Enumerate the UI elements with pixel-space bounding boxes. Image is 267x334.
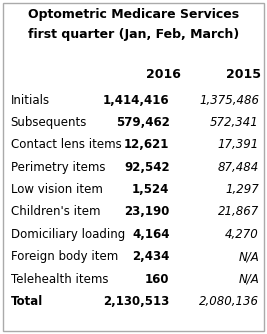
Text: Total: Total: [11, 295, 43, 308]
Text: 572,341: 572,341: [210, 116, 259, 129]
Text: 92,542: 92,542: [124, 161, 170, 174]
Text: Optometric Medicare Services: Optometric Medicare Services: [28, 8, 239, 21]
Text: 1,297: 1,297: [225, 183, 259, 196]
Text: 579,462: 579,462: [116, 116, 170, 129]
Text: 23,190: 23,190: [124, 205, 170, 218]
Text: N/A: N/A: [238, 273, 259, 286]
Text: 2015: 2015: [226, 68, 261, 81]
Text: Children's item: Children's item: [11, 205, 100, 218]
Text: 1,524: 1,524: [132, 183, 170, 196]
Text: Initials: Initials: [11, 94, 50, 107]
Text: 12,621: 12,621: [124, 138, 170, 151]
Text: 21,867: 21,867: [218, 205, 259, 218]
Text: N/A: N/A: [238, 250, 259, 263]
Text: Telehealth items: Telehealth items: [11, 273, 108, 286]
Text: 4,164: 4,164: [132, 228, 170, 241]
Text: Contact lens items: Contact lens items: [11, 138, 121, 151]
Text: 87,484: 87,484: [218, 161, 259, 174]
Text: Foreign body item: Foreign body item: [11, 250, 118, 263]
Text: 2016: 2016: [146, 68, 180, 81]
Text: 2,080,136: 2,080,136: [199, 295, 259, 308]
Text: Domiciliary loading: Domiciliary loading: [11, 228, 125, 241]
Text: 2,434: 2,434: [132, 250, 170, 263]
Text: 1,414,416: 1,414,416: [103, 94, 170, 107]
Text: Subsequents: Subsequents: [11, 116, 87, 129]
Text: 160: 160: [145, 273, 170, 286]
Text: Low vision item: Low vision item: [11, 183, 103, 196]
Text: first quarter (Jan, Feb, March): first quarter (Jan, Feb, March): [28, 28, 239, 41]
Text: 2,130,513: 2,130,513: [103, 295, 170, 308]
Text: 1,375,486: 1,375,486: [199, 94, 259, 107]
Text: 4,270: 4,270: [225, 228, 259, 241]
Text: 17,391: 17,391: [218, 138, 259, 151]
Text: Perimetry items: Perimetry items: [11, 161, 105, 174]
